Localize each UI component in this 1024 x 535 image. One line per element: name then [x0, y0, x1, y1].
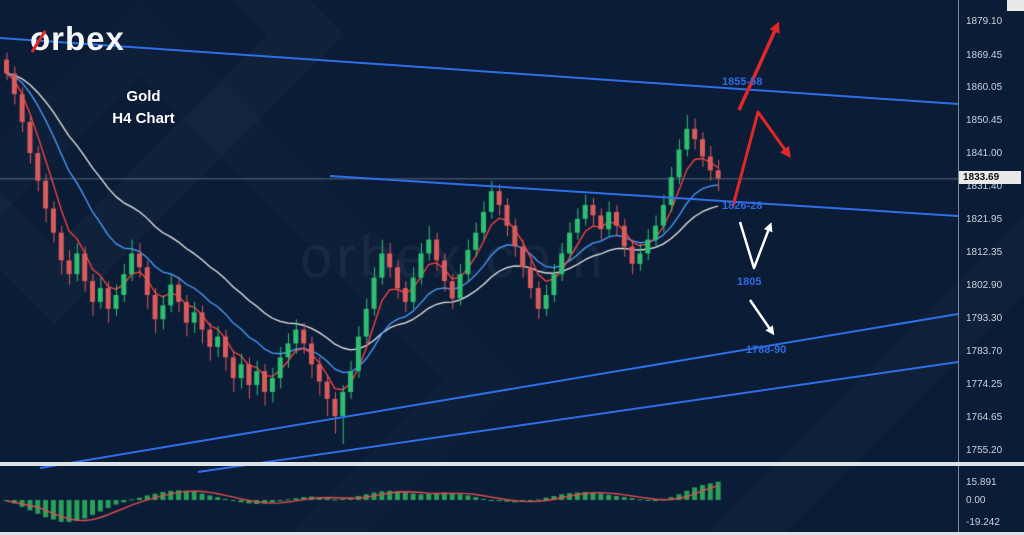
chart-title-timeframe: H4 Chart: [112, 110, 175, 127]
axis-tick-label: -19.242: [966, 517, 1000, 529]
axis-tick-label: 0.00: [966, 495, 986, 506]
axis-tick-label: 1793.30: [966, 313, 1003, 325]
chart-title: Gold H4 Chart: [86, 86, 201, 130]
price-level-label-1788-90[interactable]: 1788-90: [746, 344, 787, 356]
current-price-tag: 1833.69: [959, 171, 1021, 185]
upper-channel-trendline[interactable]: [0, 37, 959, 105]
price-axis: 1879.10 1869.45 1860.05 1850.45 1841.00 1831.…: [958, 0, 1024, 535]
axis-tick-label: 1841.00: [966, 148, 1003, 160]
axis-tick-label: 1850.45: [966, 115, 1003, 127]
mid-resistance-trendline[interactable]: [329, 175, 959, 217]
indicator-panel-separator[interactable]: [0, 462, 1024, 466]
axis-tick-label: 1869.45: [966, 49, 1003, 61]
bearish-scenario-arrow[interactable]: [738, 221, 773, 270]
axis-tick-label: 1774.25: [966, 379, 1003, 391]
axis-tick-label: 1860.05: [966, 82, 1003, 94]
lower-parallel-trendline[interactable]: [197, 361, 959, 473]
bullish-breakout-arrow[interactable]: [737, 21, 780, 111]
orbex-logo-text: orbex: [30, 20, 125, 57]
axis-tick-label: 1812.35: [966, 247, 1003, 259]
axis-tick-label: 1802.90: [966, 279, 1003, 291]
orbex-logo: orbex: [30, 20, 125, 58]
price-level-label-1826-28[interactable]: 1826-28: [722, 200, 763, 212]
axis-tick-label: 1764.65: [966, 412, 1003, 424]
bottom-border: [0, 532, 1024, 535]
price-level-label-1855-58[interactable]: 1855-58: [722, 76, 763, 88]
price-level-label-1805[interactable]: 1805: [737, 276, 762, 288]
axis-tick-label: 15.891: [966, 476, 997, 488]
chart-title-symbol: Gold: [126, 88, 161, 105]
axis-tick-label: 1755.20: [966, 445, 1003, 457]
axis-tick-label: 1879.10: [966, 16, 1003, 28]
axis-tick-label: 1821.95: [966, 213, 1003, 225]
bearish-target-arrow[interactable]: [748, 299, 775, 336]
window-corner-block: [1007, 0, 1024, 11]
axis-tick-label: 1783.70: [966, 346, 1003, 358]
lower-support-trendline[interactable]: [39, 313, 959, 469]
bullish-retest-arrow[interactable]: [731, 110, 791, 207]
axis-tick-label: 1831.40: [966, 181, 1003, 193]
